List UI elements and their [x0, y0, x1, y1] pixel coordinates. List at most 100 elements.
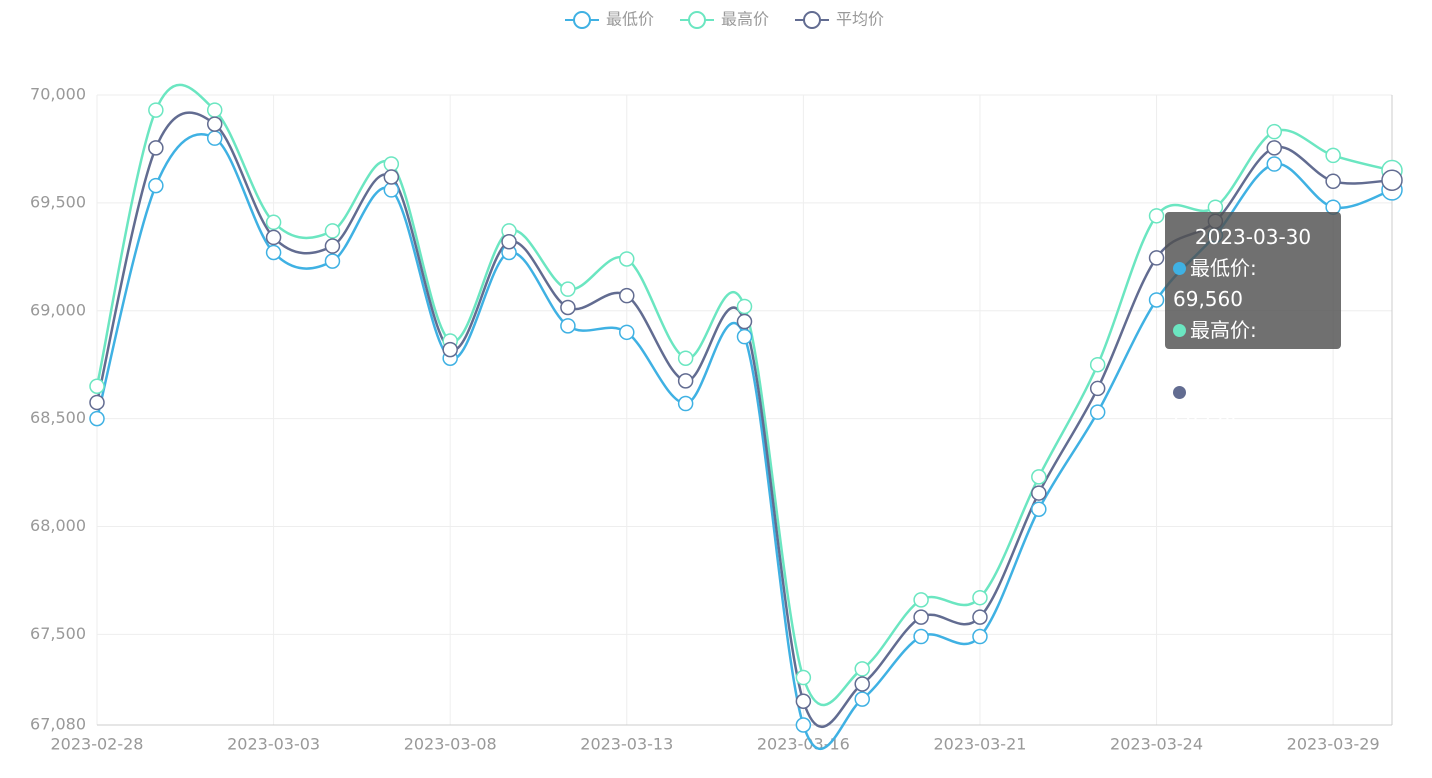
legend-item: 最高价 — [680, 10, 769, 29]
tooltip: 2023-03-30 最低价 69,560 最高价 69,650 平均价 69,605 — [1165, 212, 1341, 435]
tooltip-row: 最低价 69,560 — [1173, 253, 1333, 315]
point — [1031, 501, 1047, 517]
point — [206, 130, 223, 146]
y-tick-label: 69,000 — [30, 300, 86, 319]
point — [1325, 173, 1341, 190]
legend-label: 最高价 — [721, 10, 769, 29]
point — [1325, 147, 1341, 164]
point — [854, 661, 870, 677]
point — [972, 628, 988, 645]
legend-marker — [688, 11, 706, 29]
point — [1266, 156, 1283, 172]
point — [206, 102, 223, 118]
point — [736, 298, 753, 315]
x-tick-label: 2023-03-16 — [757, 735, 850, 754]
tooltip-title: 2023-03-30 — [1194, 225, 1312, 249]
tooltip-row: 平均价 69,605 — [1173, 377, 1333, 439]
y-tick-label: 67,500 — [30, 624, 86, 643]
point — [148, 102, 164, 118]
point — [972, 589, 988, 606]
x-tick-label: 2023-03-29 — [1287, 735, 1380, 754]
tooltip-series: 最低价 — [1190, 256, 1257, 280]
y-tick-label: 70,000 — [30, 85, 86, 104]
point — [206, 116, 223, 132]
tooltip-dot — [1173, 324, 1186, 337]
point — [383, 169, 400, 185]
point — [1089, 356, 1106, 373]
point — [795, 669, 812, 686]
point — [383, 156, 400, 172]
point — [148, 140, 164, 156]
point — [560, 318, 576, 334]
point — [1381, 169, 1403, 191]
y-tick-label: 67,080 — [30, 715, 86, 734]
x-tick-label: 2023-03-13 — [580, 735, 673, 754]
x-tick-label: 2023-03-08 — [404, 735, 497, 754]
point — [619, 251, 635, 267]
point — [265, 229, 282, 246]
y-tick-label: 68,000 — [30, 516, 86, 535]
point — [1089, 380, 1106, 397]
x-tick-label: 2023-03-03 — [227, 735, 320, 754]
point — [1148, 250, 1165, 266]
tooltip-series: 平均价 — [1190, 380, 1257, 404]
point — [913, 592, 929, 608]
point — [89, 410, 105, 427]
point — [560, 281, 576, 297]
point — [89, 378, 105, 395]
point — [1031, 485, 1047, 501]
point — [677, 395, 694, 412]
series-line — [95, 83, 1393, 707]
point — [677, 350, 694, 366]
point — [442, 341, 458, 358]
legend-label: 最低价 — [606, 10, 654, 29]
point — [265, 244, 282, 261]
point — [324, 253, 341, 269]
tooltip-series: 最高价 — [1190, 318, 1257, 342]
point — [913, 628, 929, 645]
legend-label: 平均价 — [836, 10, 884, 29]
tooltip-dot — [1173, 386, 1186, 399]
point — [736, 328, 753, 345]
point — [736, 313, 753, 330]
point — [148, 177, 164, 194]
point — [324, 238, 341, 254]
tooltip-value: 69,650 — [1173, 349, 1243, 373]
point — [265, 214, 282, 231]
legend-item: 平均价 — [795, 10, 884, 29]
point — [501, 233, 517, 250]
point — [795, 693, 812, 710]
legend-item: 最低价 — [565, 10, 654, 29]
point — [619, 287, 635, 304]
point — [913, 609, 929, 625]
tooltip-value: 69,560 — [1173, 287, 1243, 311]
point — [854, 676, 870, 692]
point — [972, 609, 988, 625]
x-tick-label: 2023-03-24 — [1110, 735, 1203, 754]
tooltip-value: 69,605 — [1173, 411, 1243, 435]
point — [560, 299, 576, 316]
point — [89, 394, 105, 411]
point — [619, 324, 635, 341]
tooltip-row: 最高价 69,650 — [1173, 315, 1333, 377]
point — [324, 223, 341, 239]
point — [1266, 123, 1283, 140]
tooltip-dot — [1173, 262, 1186, 275]
point — [1148, 292, 1165, 308]
y-tick-label: 69,500 — [30, 192, 86, 211]
point — [383, 182, 400, 198]
point — [795, 717, 812, 733]
y-tick-label: 68,500 — [30, 408, 86, 427]
point — [1266, 140, 1283, 156]
point — [677, 373, 694, 389]
point — [1031, 469, 1047, 485]
point — [1089, 404, 1106, 420]
x-tick-label: 2023-03-21 — [933, 735, 1026, 754]
series-line — [95, 111, 1393, 729]
legend-marker — [803, 11, 821, 29]
point — [1148, 208, 1165, 224]
x-tick-label: 2023-02-28 — [51, 735, 144, 754]
legend-marker — [573, 11, 591, 29]
